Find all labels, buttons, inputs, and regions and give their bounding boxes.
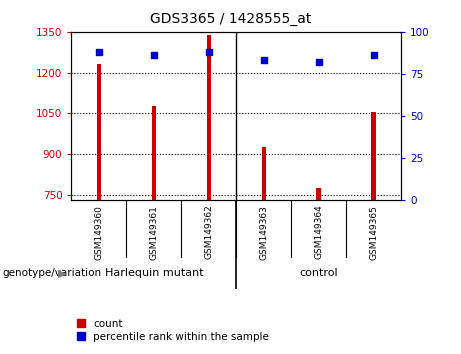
Legend: count, percentile rank within the sample: count, percentile rank within the sample (77, 319, 269, 342)
Bar (207, 35, 211, 200)
Bar (97, 64, 101, 200)
Point (150, 53, 158, 58)
Text: GDS3365 / 1428555_at: GDS3365 / 1428555_at (150, 12, 311, 27)
Text: GSM149361: GSM149361 (149, 205, 159, 259)
Text: GSM149363: GSM149363 (259, 205, 268, 259)
Bar (316, 188, 321, 200)
Point (95, 49, 103, 55)
Point (260, 58, 267, 63)
Text: GSM149360: GSM149360 (95, 205, 103, 259)
Point (315, 59, 322, 65)
Point (370, 53, 377, 58)
Text: GSM149365: GSM149365 (369, 205, 378, 259)
Text: genotype/variation: genotype/variation (2, 268, 101, 279)
Text: GSM149362: GSM149362 (204, 205, 213, 259)
Bar (372, 112, 376, 200)
Text: ▶: ▶ (59, 268, 67, 279)
Text: control: control (299, 268, 338, 279)
Text: GSM149364: GSM149364 (314, 205, 323, 259)
Bar (152, 107, 156, 200)
Point (205, 49, 213, 55)
Bar (261, 147, 266, 200)
Text: Harlequin mutant: Harlequin mutant (105, 268, 203, 279)
